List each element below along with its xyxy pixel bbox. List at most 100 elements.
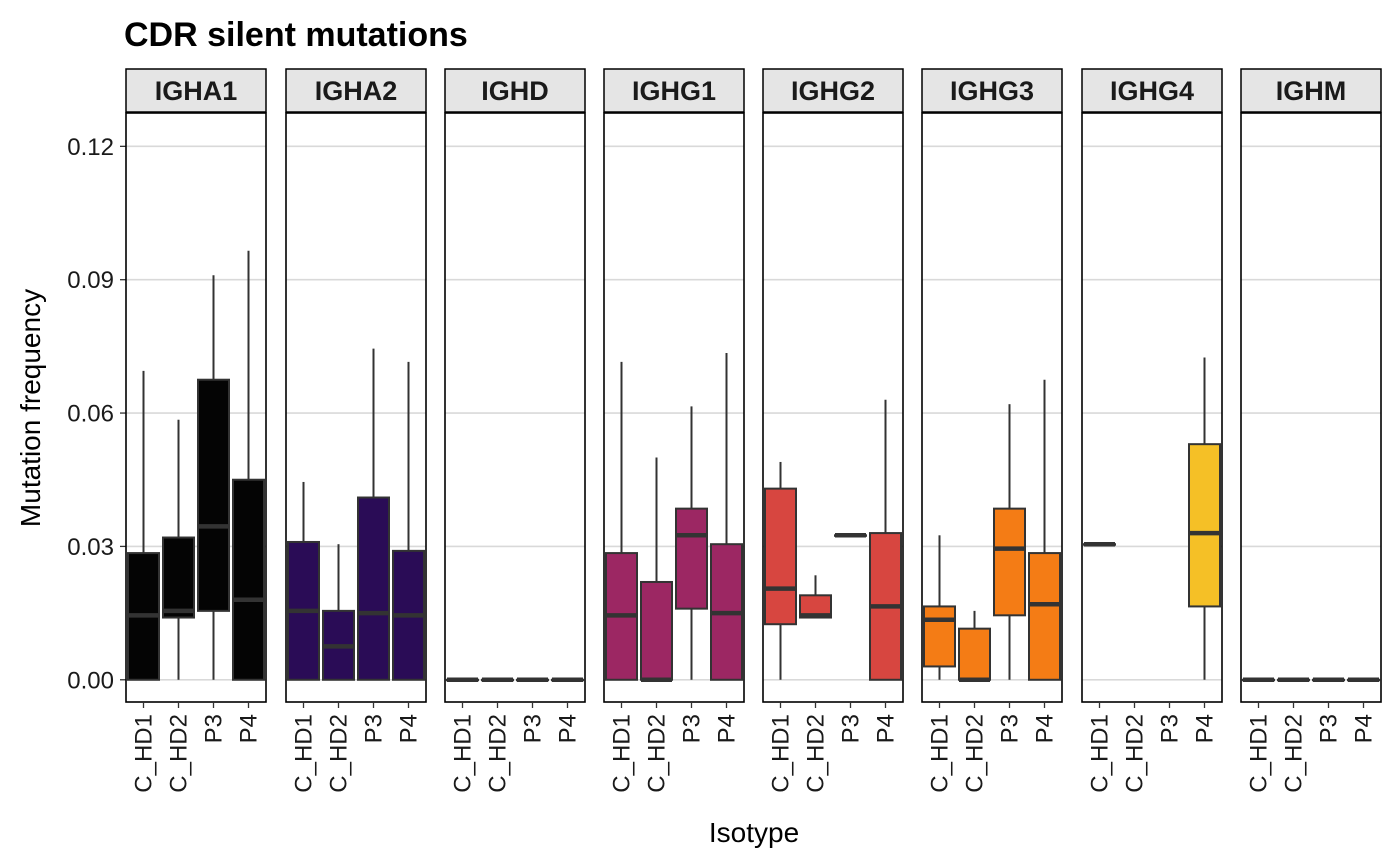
y-axis-title: Mutation frequency: [15, 289, 46, 527]
panel-border: [285, 112, 427, 703]
facet-strip: [1081, 68, 1223, 113]
box-ighg1-p3: [675, 406, 708, 680]
facet-panel-ighd: IGHD C_HD1 C_HD2 P3 P4: [444, 68, 586, 793]
box-ighg3-c_hd2: [958, 610, 991, 683]
x-tick-label: P3: [838, 714, 865, 743]
facet-strip-label: IGHM: [1276, 76, 1347, 106]
box-body: [675, 507, 708, 610]
box-body: [993, 507, 1026, 617]
x-tick-label: C_HD2: [326, 714, 353, 793]
facet-strip: [444, 68, 586, 113]
x-tick-label: C_HD2: [1122, 714, 1149, 793]
x-axis-title: Isotype: [709, 817, 799, 848]
box-igha1-c_hd1: [127, 370, 160, 681]
x-tick-label: P4: [873, 714, 900, 743]
box-igha1-p4: [232, 250, 265, 681]
box-ighm-p3: [1312, 677, 1345, 683]
facet-strip-label: IGHG1: [632, 76, 716, 106]
x-tick-label: P3: [1316, 714, 1343, 743]
facet-strip-label: IGHD: [481, 76, 549, 106]
x-tick-label: C_HD1: [291, 714, 318, 793]
x-tick-label: P4: [236, 714, 263, 743]
facet-strip-label: IGHG3: [950, 76, 1034, 106]
box-ighg3-p3: [993, 404, 1026, 680]
panel-border: [125, 112, 267, 703]
y-tick-label: 0.00: [67, 667, 114, 694]
x-tick-label: C_HD2: [1281, 714, 1308, 793]
box-body: [197, 378, 230, 612]
box-igha2-c_hd2: [322, 544, 355, 681]
x-tick-label: C_HD2: [166, 714, 193, 793]
x-tick-label: P4: [1192, 714, 1219, 743]
facet-strip-label: IGHA1: [155, 76, 238, 106]
panel-border: [1081, 112, 1223, 703]
y-tick-label: 0.09: [67, 267, 114, 294]
box-ighd-c_hd2: [481, 677, 514, 683]
x-tick-label: C_HD1: [450, 714, 477, 793]
facet-strip: [285, 68, 427, 113]
x-tick-label: C_HD2: [803, 714, 830, 793]
box-body: [162, 536, 195, 619]
facet-strip-label: IGHA2: [315, 76, 398, 106]
facet-panel-ighg2: IGHG2 C_HD1 C_HD2 P3 P4: [762, 68, 904, 793]
box-body: [232, 478, 265, 681]
box-body: [923, 605, 956, 668]
x-tick-label: C_HD1: [768, 714, 795, 793]
box-body: [357, 496, 390, 681]
x-tick-label: C_HD1: [1087, 714, 1114, 793]
facet-panel-igha1: IGHA1 C_HD1 C_HD2 P3 P4: [125, 68, 267, 793]
x-tick-label: P4: [555, 714, 582, 743]
x-tick-label: C_HD1: [609, 714, 636, 793]
box-igha1-p3: [197, 275, 230, 680]
x-tick-label: C_HD1: [1246, 714, 1273, 793]
x-tick-label: P4: [396, 714, 423, 743]
y-axis: 0.00 0.03 0.06 0.09 0.12: [67, 134, 126, 694]
box-ighd-p3: [516, 677, 549, 683]
box-body: [764, 487, 797, 626]
box-ighg2-p3: [834, 533, 867, 538]
facet-strip: [921, 68, 1063, 113]
facet-strip: [125, 68, 267, 113]
x-tick-label: P3: [520, 714, 547, 743]
facet-strip-label: IGHG2: [791, 76, 875, 106]
box-ighg1-c_hd2: [640, 457, 673, 683]
box-ighg1-c_hd1: [605, 361, 638, 681]
facet-panel-igha2: IGHA2 C_HD1 C_HD2 P3 P4: [285, 68, 427, 793]
box-ighg4-p4: [1188, 357, 1221, 680]
box-igha1-c_hd2: [162, 419, 195, 680]
box-igha2-c_hd1: [287, 481, 320, 681]
panel-border: [921, 112, 1063, 703]
box-ighd-p4: [551, 677, 584, 683]
x-tick-label: P3: [361, 714, 388, 743]
box-ighm-c_hd1: [1242, 677, 1275, 683]
x-tick-label: P3: [997, 714, 1024, 743]
y-tick-label: 0.06: [67, 401, 114, 428]
box-ighg4-c_hd1: [1083, 541, 1116, 547]
box-body: [1188, 443, 1221, 608]
x-tick-label: P3: [201, 714, 228, 743]
facet-strip: [1240, 68, 1382, 113]
box-ighg1-p4: [710, 353, 743, 681]
box-ighg2-c_hd1: [764, 461, 797, 680]
facet-panel-ighg3: IGHG3 C_HD1 C_HD2 P3 P4: [921, 68, 1063, 793]
box-ighg2-p4: [869, 399, 902, 681]
x-tick-label: C_HD2: [644, 714, 671, 793]
box-ighd-c_hd1: [446, 677, 479, 683]
panel-border: [1240, 112, 1382, 703]
x-tick-label: P3: [679, 714, 706, 743]
box-ighg3-p4: [1028, 379, 1061, 681]
facet-panel-ighg1: IGHG1 C_HD1 C_HD2 P3 P4: [603, 68, 745, 793]
panel-border: [444, 112, 586, 703]
x-tick-label: P3: [1157, 714, 1184, 743]
panel-border: [603, 112, 745, 703]
box-body: [1028, 552, 1061, 681]
x-tick-label: C_HD2: [962, 714, 989, 793]
x-tick-label: P4: [1351, 714, 1378, 743]
facet-strip: [762, 68, 904, 113]
box-body: [958, 627, 991, 681]
panel-border: [762, 112, 904, 703]
facet-panel-ighm: IGHM C_HD1 C_HD2 P3 P4: [1240, 68, 1382, 793]
x-tick-label: C_HD1: [927, 714, 954, 793]
